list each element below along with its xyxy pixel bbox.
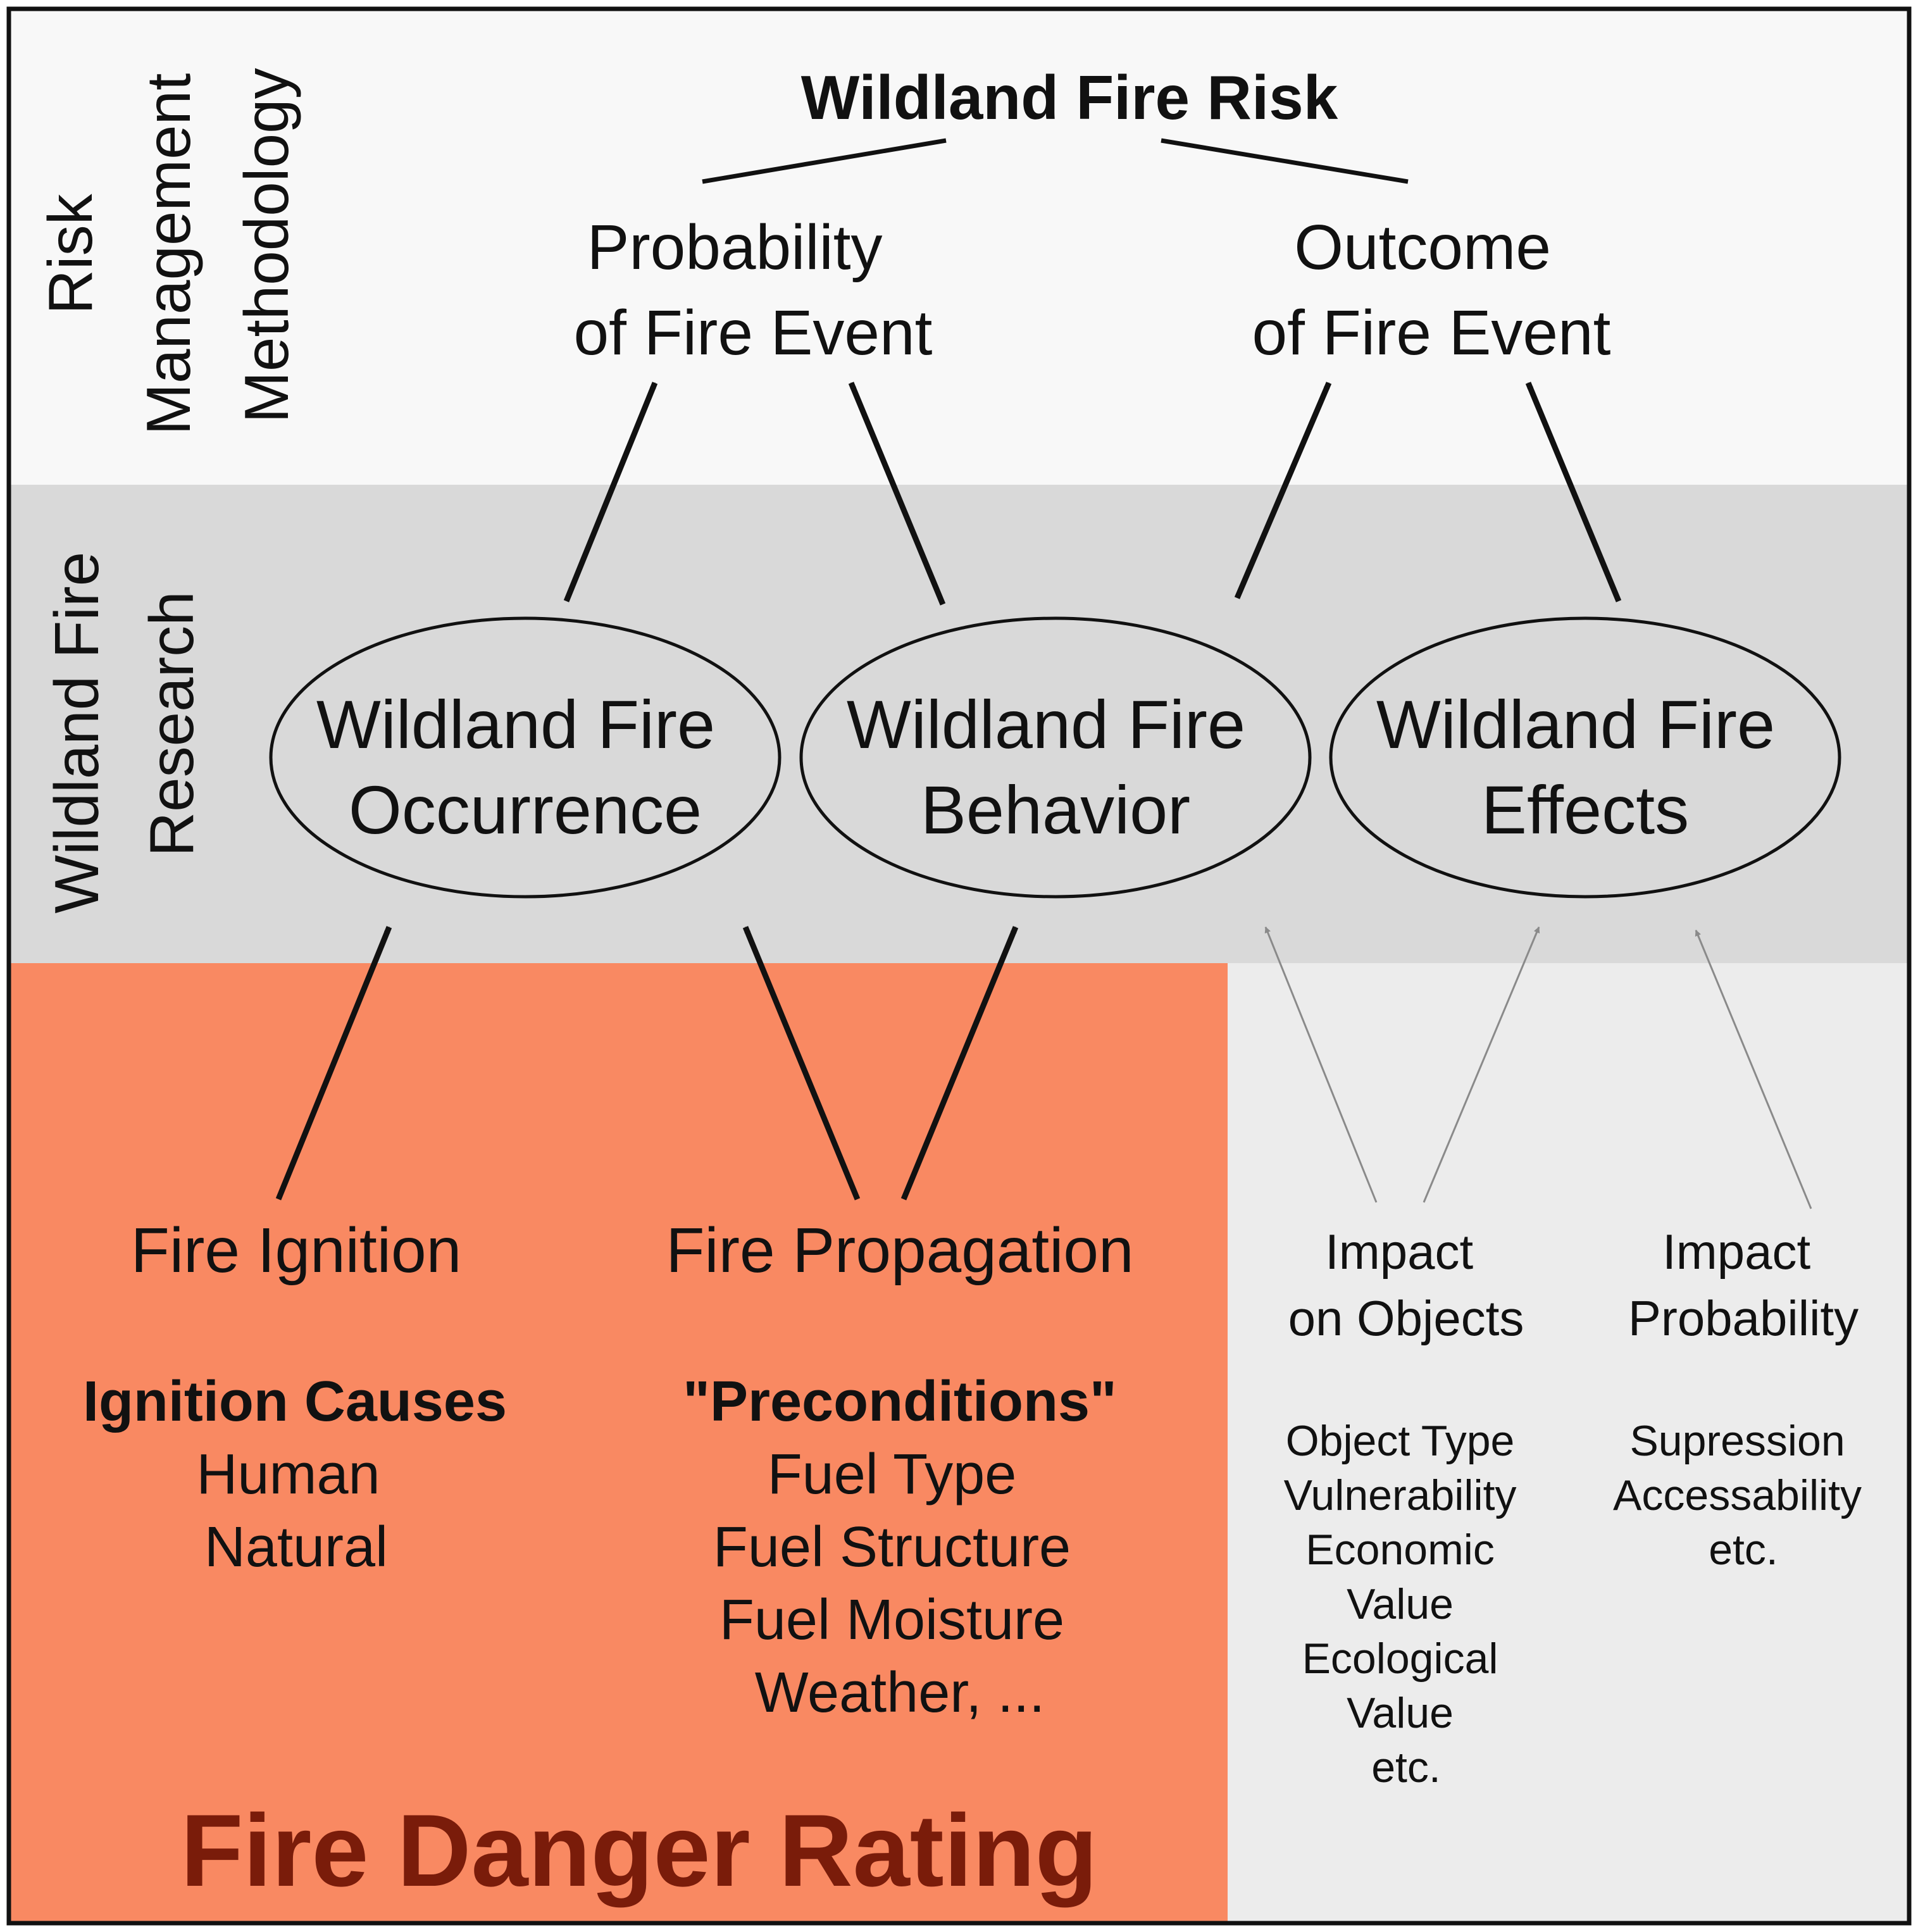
preconditions-list: Fuel Type Fuel Structure Fuel Moisture W… [713,1443,1087,1724]
node-effects: Wildland Fire Effects [1329,616,1841,899]
impact-object-item: Economic [1305,1526,1495,1574]
precondition-item: Fuel Moisture [719,1588,1064,1652]
arrow-impact-probability [1695,930,1812,1209]
impact-on-objects-heading: Impact on Objects [1288,1224,1524,1346]
risk-management-label: Risk Management Methodology [35,56,301,435]
arrow-ignition-to-occurrence [275,926,392,1200]
arrow-impact-objects-left [1264,926,1378,1203]
impact-panel [1228,963,1909,1923]
probability-of-fire-event: Probability of Fire Event [574,212,933,368]
fire-ignition-label: Fire Ignition [131,1215,461,1286]
research-band [9,485,1909,963]
precondition-item: Fuel Type [768,1443,1017,1506]
arrow-behavior-to-probability [848,382,946,606]
risk-connector-left [702,138,947,184]
upper-arrows [563,382,1622,606]
research-label: Wildland Fire Research [42,534,206,913]
node-occurrence: Wildland Fire Occurrence [269,616,782,899]
fire-propagation-label: Fire Propagation [666,1215,1133,1286]
impact-object-item: Value [1347,1689,1454,1737]
arrow-impact-objects-right [1423,926,1540,1203]
impact-object-item: etc. [1371,1743,1441,1792]
svg-text:Wildland Fire Behavior: Wildland Fire Behavior [847,686,1264,848]
impact-object-item: Value [1347,1580,1454,1628]
node-behavior: Wildland Fire Behavior [799,616,1312,899]
arrow-effects-to-outcome [1525,382,1622,602]
fire-danger-panel [9,963,1228,1923]
precondition-item: Weather, ... [755,1661,1045,1724]
impact-object-item: Object Type [1286,1417,1515,1465]
arrow-occurrence-to-probability [563,382,658,602]
ignition-cause-item: Human [196,1443,380,1506]
outcome-of-fire-event: Outcome of Fire Event [1252,212,1611,368]
svg-text:Wildland Fire Occurrence: Wildland Fire Occurrence [316,686,734,848]
ignition-causes-list: Human Natural [196,1443,395,1579]
impact-object-item: Ecological [1302,1635,1498,1683]
svg-text:Wildland Fire Effects: Wildland Fire Effects [1376,686,1794,848]
risk-connector-right [1161,138,1409,184]
risk-management-band [9,9,1909,485]
arrow-propagation-to-behavior-right [900,926,1019,1200]
arrow-propagation-to-behavior-left [742,926,861,1200]
impact-probability-list: Supression Accessability etc. [1613,1417,1874,1574]
impact-probability-heading: Impact Probability [1628,1224,1859,1346]
ignition-causes-heading: Ignition Causes [83,1370,507,1433]
lower-arrows [275,926,1812,1209]
fire-danger-rating-title: Fire Danger Rating [180,1793,1097,1908]
wildland-fire-risk-title: Wildland Fire Risk [801,63,1338,132]
precondition-item: Fuel Structure [713,1516,1071,1579]
arrow-behavior-to-outcome [1234,382,1332,599]
diagram-border [6,6,1912,1926]
impact-probability-item: etc. [1709,1526,1778,1574]
impact-object-item: Vulnerability [1284,1471,1517,1519]
impact-probability-item: Supression [1629,1417,1845,1465]
ignition-cause-item: Natural [204,1516,388,1579]
impact-probability-item: Accessability [1613,1471,1862,1519]
preconditions-heading: "Preconditions" [683,1370,1116,1433]
impact-on-objects-list: Object Type Vulnerability Economic Value… [1284,1417,1529,1792]
